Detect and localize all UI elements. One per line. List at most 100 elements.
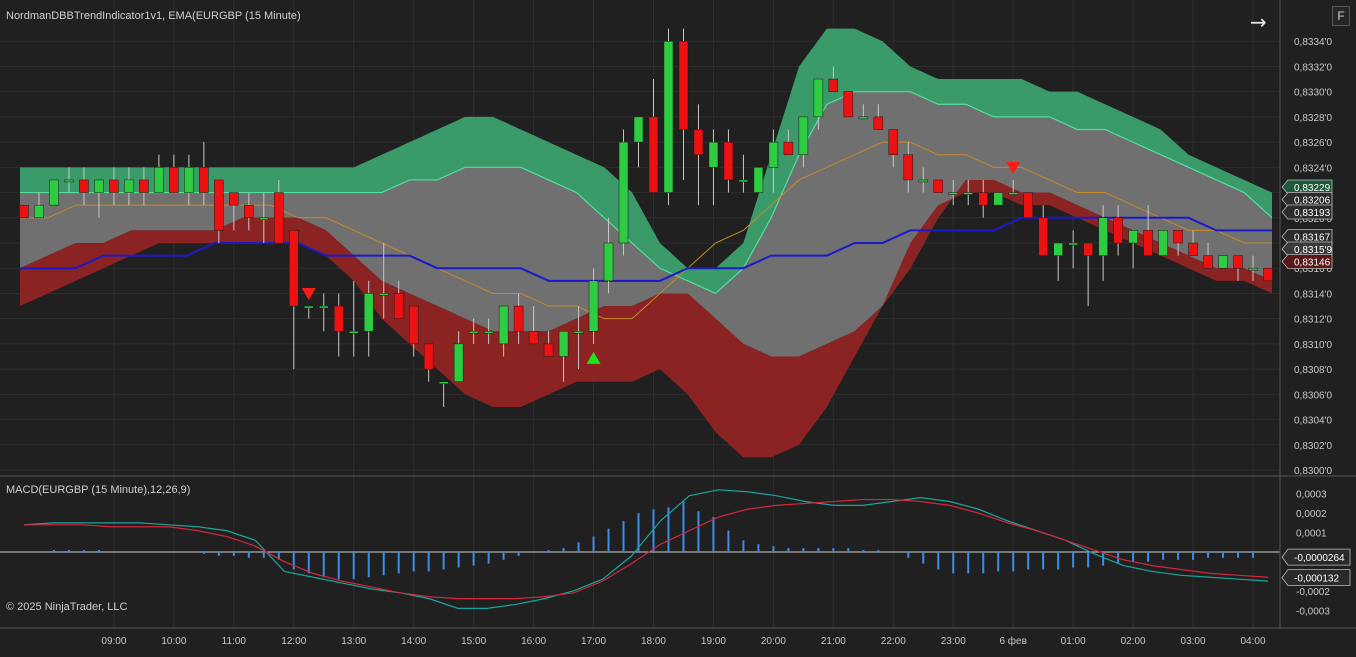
time-tick-label: 19:00 (701, 636, 726, 647)
candle-body (1263, 267, 1273, 282)
time-tick-label: 6 фев (999, 635, 1026, 647)
time-tick-label: 21:00 (821, 636, 846, 647)
candle-body (483, 331, 494, 334)
signals (301, 161, 1021, 364)
candle-body (468, 331, 479, 334)
time-tick-label: 20:00 (761, 636, 786, 647)
candle-body (753, 167, 764, 193)
candle-body (214, 179, 224, 231)
candle-body (858, 116, 869, 120)
macd-badge-shape (1281, 569, 1351, 587)
candle-body (184, 167, 194, 193)
price-badge: 0,83229 (1281, 179, 1333, 195)
candle-body (828, 78, 839, 92)
price-badge-shape (1281, 179, 1333, 195)
candle-body (798, 116, 809, 155)
time-tick-label: 23:00 (941, 636, 966, 647)
candle-body (199, 167, 209, 193)
candle-body (244, 204, 254, 219)
candle-body (813, 78, 824, 118)
candle-body (1128, 230, 1138, 244)
time-tick-label: 16:00 (521, 636, 546, 647)
upper-inner-line (20, 91, 1273, 295)
candle-body (139, 179, 149, 193)
time-tick-label: 09:00 (101, 636, 126, 647)
macd-badge-text: -0,000132 (1294, 574, 1339, 585)
time-tick-label: 22:00 (881, 636, 906, 647)
price-tick-label: 0,8316'0 (1294, 264, 1332, 275)
price-badge-shape (1281, 241, 1333, 257)
price-badge-shape (1281, 229, 1333, 244)
candle-body (618, 141, 629, 244)
candle-body (783, 141, 794, 155)
price-badge: 0,83193 (1281, 204, 1333, 220)
macd-tick-label: -0,0003 (1296, 606, 1330, 617)
candle-body (693, 129, 704, 155)
midline (20, 141, 1272, 320)
time-tick-label: 14:00 (401, 636, 426, 647)
copyright: © 2025 NinjaTrader, LLC (6, 601, 127, 613)
candle-body (259, 217, 269, 221)
candle-body (423, 343, 434, 370)
candle-body (229, 192, 239, 206)
time-tick-label: 11:00 (222, 636, 247, 647)
candle-body (963, 192, 973, 195)
price-badge-shape (1281, 254, 1333, 269)
candle-body (79, 179, 89, 193)
price-tick-label: 0,8326'0 (1294, 138, 1332, 149)
price-badge: 0,8315'9 (1281, 241, 1333, 257)
price-badge-text: 0,83146 (1294, 258, 1331, 269)
macd-badge: -0,000132 (1281, 569, 1351, 587)
candle-body (843, 91, 854, 118)
candle-body (573, 331, 584, 334)
candle-body (648, 116, 659, 193)
candle-body (1023, 192, 1033, 219)
candle-body (933, 179, 944, 193)
candle-body (903, 154, 914, 181)
price-badge-shape (1281, 192, 1333, 207)
candle-body (558, 331, 569, 357)
price-badge-text: 0,8315'9 (1294, 245, 1332, 256)
price-tick-label: 0,8308'0 (1294, 365, 1332, 376)
candle-body (873, 116, 884, 130)
candle-body (378, 293, 389, 296)
candle-body (1068, 242, 1078, 246)
candle-body (453, 343, 464, 382)
price-tick-label: 0,8328'0 (1294, 113, 1332, 124)
candle-body (1158, 230, 1168, 256)
bollinger-bands (20, 28, 1272, 458)
candle-body (768, 141, 779, 168)
candle-body (1098, 217, 1108, 256)
price-badge: 0,83146 (1281, 254, 1333, 269)
candle-body (1008, 192, 1018, 195)
candle-body (1038, 217, 1048, 256)
macd-panel (0, 489, 1280, 609)
macd-badge-text: -0,0000264 (1294, 553, 1345, 564)
candle-body (393, 293, 404, 319)
lower-band-fill (20, 179, 1272, 458)
price-badge-text: 0,83206 (1294, 196, 1331, 207)
candle-body (513, 305, 524, 332)
candle-body (1203, 255, 1213, 269)
candle-body (154, 167, 164, 193)
candle-body (109, 179, 119, 193)
arrow-right-icon[interactable]: → (1250, 10, 1267, 34)
f-button[interactable]: F (1332, 6, 1350, 26)
candle-body (888, 129, 899, 155)
candle-body (588, 280, 599, 332)
price-tick-label: 0,8312'0 (1294, 315, 1332, 326)
candle-body (169, 167, 179, 193)
candle-body (678, 40, 689, 130)
time-tick-label: 10:00 (161, 636, 186, 647)
time-tick-label: 13:00 (341, 636, 366, 647)
candle-body (603, 242, 614, 282)
candle-body (1218, 255, 1228, 269)
candle-body (1053, 242, 1063, 256)
candle-body (528, 331, 539, 345)
middle-band-fill (20, 91, 1272, 357)
sell-signal-triangle (1006, 161, 1021, 174)
candle-body (304, 305, 314, 309)
macd-title: MACD(EURGBP (15 Minute),12,26,9) (6, 484, 190, 496)
